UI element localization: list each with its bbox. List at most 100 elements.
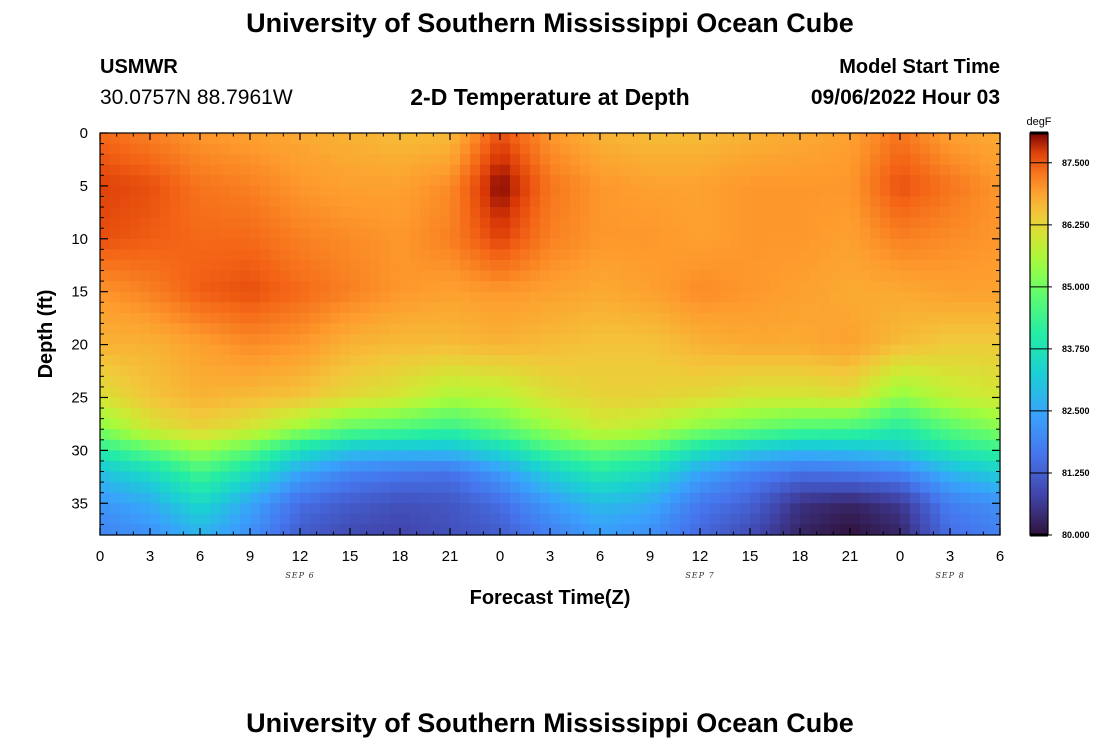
heatmap-cell [770, 397, 781, 409]
heatmap-cell [170, 397, 181, 409]
heatmap-cell [660, 281, 671, 293]
heatmap-cell [910, 238, 921, 250]
heatmap-cell [580, 291, 591, 303]
heatmap-cell [460, 450, 471, 462]
heatmap-cell [230, 228, 241, 240]
heatmap-cell [460, 439, 471, 451]
heatmap-cell [150, 302, 161, 314]
heatmap-cell [570, 133, 581, 145]
heatmap-cell [650, 397, 661, 409]
heatmap-cell [420, 471, 431, 483]
heatmap-cell [600, 323, 611, 335]
heatmap-cell [200, 334, 211, 346]
heatmap-cell [800, 143, 811, 155]
heatmap-cell [980, 175, 991, 187]
heatmap-cell [570, 185, 581, 198]
heatmap-cell [680, 228, 691, 240]
heatmap-cell [680, 408, 691, 420]
heatmap-cell [890, 386, 901, 399]
heatmap-cell [980, 291, 991, 303]
heatmap-cell [710, 207, 721, 219]
heatmap-cell [710, 238, 721, 250]
heatmap-cell [600, 281, 611, 293]
heatmap-cell [510, 185, 521, 198]
heatmap-cell [290, 439, 301, 451]
heatmap-cell [800, 281, 811, 293]
heatmap-cell [790, 302, 801, 314]
heatmap-cell [660, 270, 671, 282]
heatmap-cell [900, 291, 911, 303]
heatmap-cell [860, 302, 871, 314]
station-coordinates: 30.0757N 88.7961W [100, 86, 293, 109]
heatmap-cell [970, 164, 981, 176]
heatmap-cell [440, 439, 451, 451]
heatmap-cell [360, 249, 371, 261]
heatmap-cell [980, 217, 991, 229]
heatmap-cell [180, 133, 191, 145]
heatmap-cell [560, 281, 571, 293]
heatmap-cell [610, 439, 621, 451]
heatmap-cell [930, 460, 941, 473]
heatmap-cell [890, 482, 901, 494]
heatmap-cell [970, 365, 981, 377]
heatmap-cell [140, 185, 151, 198]
heatmap-cell [440, 450, 451, 462]
heatmap-cell [200, 185, 211, 198]
heatmap-cell [850, 429, 861, 441]
y-tick-label: 35 [71, 495, 88, 512]
heatmap-cell [550, 355, 561, 367]
heatmap-cell [700, 281, 711, 293]
heatmap-cell [910, 513, 921, 526]
heatmap-cell [710, 334, 721, 346]
heatmap-cell [180, 185, 191, 198]
heatmap-cell [910, 355, 921, 367]
heatmap-cell [500, 439, 511, 451]
heatmap-cell [210, 344, 221, 356]
heatmap-cell [320, 228, 331, 240]
heatmap-cell [620, 164, 631, 176]
heatmap-cell [540, 154, 551, 166]
heatmap-cell [720, 185, 731, 198]
heatmap-cell [700, 376, 711, 388]
heatmap-cell [470, 513, 481, 526]
heatmap-cell [300, 238, 311, 250]
heatmap-cell [660, 439, 671, 451]
heatmap-cell [900, 164, 911, 176]
heatmap-cell [410, 302, 421, 314]
heatmap-cell [240, 291, 251, 303]
heatmap-cell [700, 312, 711, 325]
heatmap-cell [750, 259, 761, 272]
heatmap-cell [180, 259, 191, 272]
heatmap-cell [920, 270, 931, 282]
heatmap-cell [550, 471, 561, 483]
heatmap-cell [980, 207, 991, 219]
heatmap-cell [290, 185, 301, 198]
heatmap-cell [810, 312, 821, 325]
heatmap-cell [480, 259, 491, 272]
heatmap-cell [950, 344, 961, 356]
heatmap-cell [750, 270, 761, 282]
heatmap-cell [350, 291, 361, 303]
heatmap-cell [960, 143, 971, 155]
heatmap-cell [600, 408, 611, 420]
heatmap-cell [270, 450, 281, 462]
heatmap-cell [200, 460, 211, 473]
heatmap-cell [770, 482, 781, 494]
heatmap-cell [670, 439, 681, 451]
heatmap-cell [160, 450, 171, 462]
heatmap-cell [690, 259, 701, 272]
heatmap-cell [940, 386, 951, 399]
heatmap-cell [770, 513, 781, 526]
heatmap-cell [400, 334, 411, 346]
heatmap-cell [320, 133, 331, 145]
heatmap-cell [280, 439, 291, 451]
heatmap-cell [510, 429, 521, 441]
heatmap-cell [220, 302, 231, 314]
heatmap-cell [560, 270, 571, 282]
heatmap-cell [480, 302, 491, 314]
heatmap-cell [250, 323, 261, 335]
heatmap-cell [430, 408, 441, 420]
heatmap-cell [630, 238, 641, 250]
heatmap-cell [740, 492, 751, 504]
heatmap-cell [400, 291, 411, 303]
